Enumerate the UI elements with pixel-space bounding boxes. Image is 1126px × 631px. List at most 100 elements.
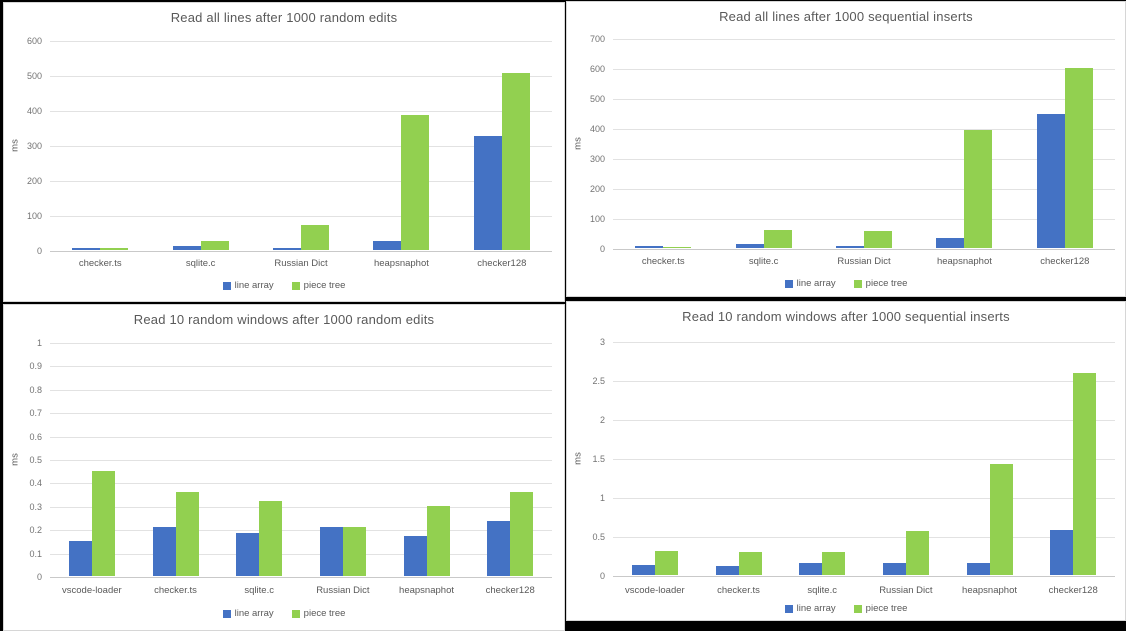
gridline bbox=[50, 483, 552, 484]
y-tick-label: 0 bbox=[599, 571, 605, 581]
gridline bbox=[613, 219, 1115, 220]
x-category-label: sqlite.c bbox=[748, 256, 779, 267]
bar-piece-tree bbox=[301, 225, 329, 250]
bar-piece-tree bbox=[864, 231, 892, 248]
gridline bbox=[50, 181, 552, 182]
x-category-label: checker128 bbox=[477, 258, 527, 269]
plot-area bbox=[613, 342, 1115, 577]
legend-item-line-array: line array bbox=[784, 603, 836, 614]
chart-title: Read 10 random windows after 1000 random… bbox=[133, 312, 435, 327]
y-tick-label: 0.2 bbox=[29, 525, 42, 535]
y-tick-label: 0 bbox=[36, 572, 42, 582]
legend: line array piece tree bbox=[567, 278, 1125, 289]
gridline bbox=[50, 554, 552, 555]
gridline bbox=[50, 366, 552, 367]
bar-piece-tree bbox=[100, 248, 128, 250]
y-tick-label: 600 bbox=[26, 36, 42, 46]
y-tick-label: 0.7 bbox=[29, 408, 42, 418]
x-category-label: heapsnaphot bbox=[399, 585, 454, 596]
bar-line-array bbox=[320, 527, 343, 576]
y-tick-label: 0.5 bbox=[29, 455, 42, 465]
bar-line-array bbox=[373, 241, 401, 250]
bar-line-array bbox=[883, 563, 906, 575]
y-tick-label: 1 bbox=[36, 338, 42, 348]
x-category-label: vscode-loader bbox=[62, 585, 122, 596]
legend-swatch-icon bbox=[222, 609, 231, 618]
legend-label: piece tree bbox=[865, 278, 908, 289]
x-category-label: checker.ts bbox=[154, 585, 197, 596]
bar-line-array bbox=[404, 536, 427, 576]
legend-label: piece tree bbox=[303, 280, 346, 291]
plot-area bbox=[50, 41, 552, 252]
y-tick-label: 2.5 bbox=[592, 376, 605, 386]
y-tick-label: 3 bbox=[599, 337, 605, 347]
y-tick-label: 600 bbox=[589, 64, 605, 74]
y-tick-label: 0.8 bbox=[29, 385, 42, 395]
legend: line array piece tree bbox=[4, 280, 564, 291]
bar-line-array bbox=[236, 533, 259, 576]
gridline bbox=[50, 216, 552, 217]
legend-item-line-array: line array bbox=[784, 278, 836, 289]
bar-piece-tree bbox=[510, 492, 533, 576]
gridline bbox=[613, 537, 1115, 538]
x-category-label: checker.ts bbox=[641, 256, 685, 267]
legend-item-piece-tree: piece tree bbox=[853, 603, 907, 614]
y-tick-label: 100 bbox=[26, 211, 42, 221]
y-tick-label: 1 bbox=[599, 493, 605, 503]
x-axis-labels: vscode-loader checker.ts sqlite.c Russian D… bbox=[613, 585, 1115, 596]
legend-label: piece tree bbox=[303, 608, 346, 619]
y-tick-label: 200 bbox=[589, 184, 605, 194]
bar-piece-tree bbox=[201, 241, 229, 250]
bar-piece-tree bbox=[1073, 373, 1096, 575]
gridline bbox=[50, 460, 552, 461]
legend-swatch-icon bbox=[784, 279, 793, 288]
y-tick-label: 100 bbox=[589, 214, 605, 224]
bar-line-array bbox=[836, 246, 864, 248]
y-axis-ticks: 0 0.5 1 1.5 2 2.5 3 bbox=[567, 337, 605, 581]
gridline bbox=[613, 189, 1115, 190]
gridline bbox=[613, 459, 1115, 460]
plot-area bbox=[613, 39, 1115, 250]
legend-item-line-array: line array bbox=[222, 608, 274, 619]
gridline bbox=[613, 342, 1115, 343]
bar-line-array bbox=[736, 244, 764, 248]
x-category-label: Russian Dict bbox=[316, 585, 370, 596]
gridline bbox=[613, 381, 1115, 382]
x-axis-line bbox=[50, 577, 552, 578]
gridline bbox=[50, 41, 552, 42]
chart-title: Read 10 random windows after 1000 sequen… bbox=[682, 309, 1010, 324]
bar-piece-tree bbox=[176, 492, 199, 576]
bar-piece-tree bbox=[990, 464, 1013, 575]
y-tick-label: 0.9 bbox=[29, 361, 42, 371]
bar-piece-tree bbox=[764, 230, 792, 248]
legend-item-line-array: line array bbox=[222, 280, 274, 291]
x-category-label: Russian Dict bbox=[274, 258, 328, 269]
chart-panel-read-windows-sequential-inserts: Read 10 random windows after 1000 sequen… bbox=[566, 301, 1126, 621]
bar-piece-tree bbox=[427, 506, 450, 576]
chart-panel-read-windows-random-edits: Read 10 random windows after 1000 random… bbox=[3, 304, 565, 631]
gridline bbox=[613, 69, 1115, 70]
y-tick-label: 0 bbox=[599, 244, 605, 254]
gridline bbox=[613, 420, 1115, 421]
y-tick-label: 0.6 bbox=[29, 432, 42, 442]
bar-line-array bbox=[72, 248, 100, 250]
bar-piece-tree bbox=[502, 73, 530, 250]
bar-line-array bbox=[69, 541, 92, 576]
bar-piece-tree bbox=[964, 130, 992, 248]
gridline bbox=[613, 39, 1115, 40]
chart-panel-read-all-lines-random-edits: Read all lines after 1000 random edits m… bbox=[3, 2, 565, 302]
legend-item-piece-tree: piece tree bbox=[853, 278, 908, 289]
bar-piece-tree bbox=[1065, 68, 1093, 248]
y-tick-label: 300 bbox=[26, 141, 42, 151]
bar-line-array bbox=[153, 527, 176, 576]
y-tick-label: 0.3 bbox=[29, 502, 42, 512]
x-category-label: sqlite.c bbox=[185, 258, 216, 269]
x-category-label: checker.ts bbox=[78, 258, 122, 269]
x-category-label: checker.ts bbox=[717, 585, 760, 596]
x-axis-labels: vscode-loader checker.ts sqlite.c Russian D… bbox=[50, 585, 552, 596]
gridline bbox=[50, 530, 552, 531]
gridline bbox=[613, 159, 1115, 160]
y-tick-label: 300 bbox=[589, 154, 605, 164]
gridline bbox=[50, 437, 552, 438]
